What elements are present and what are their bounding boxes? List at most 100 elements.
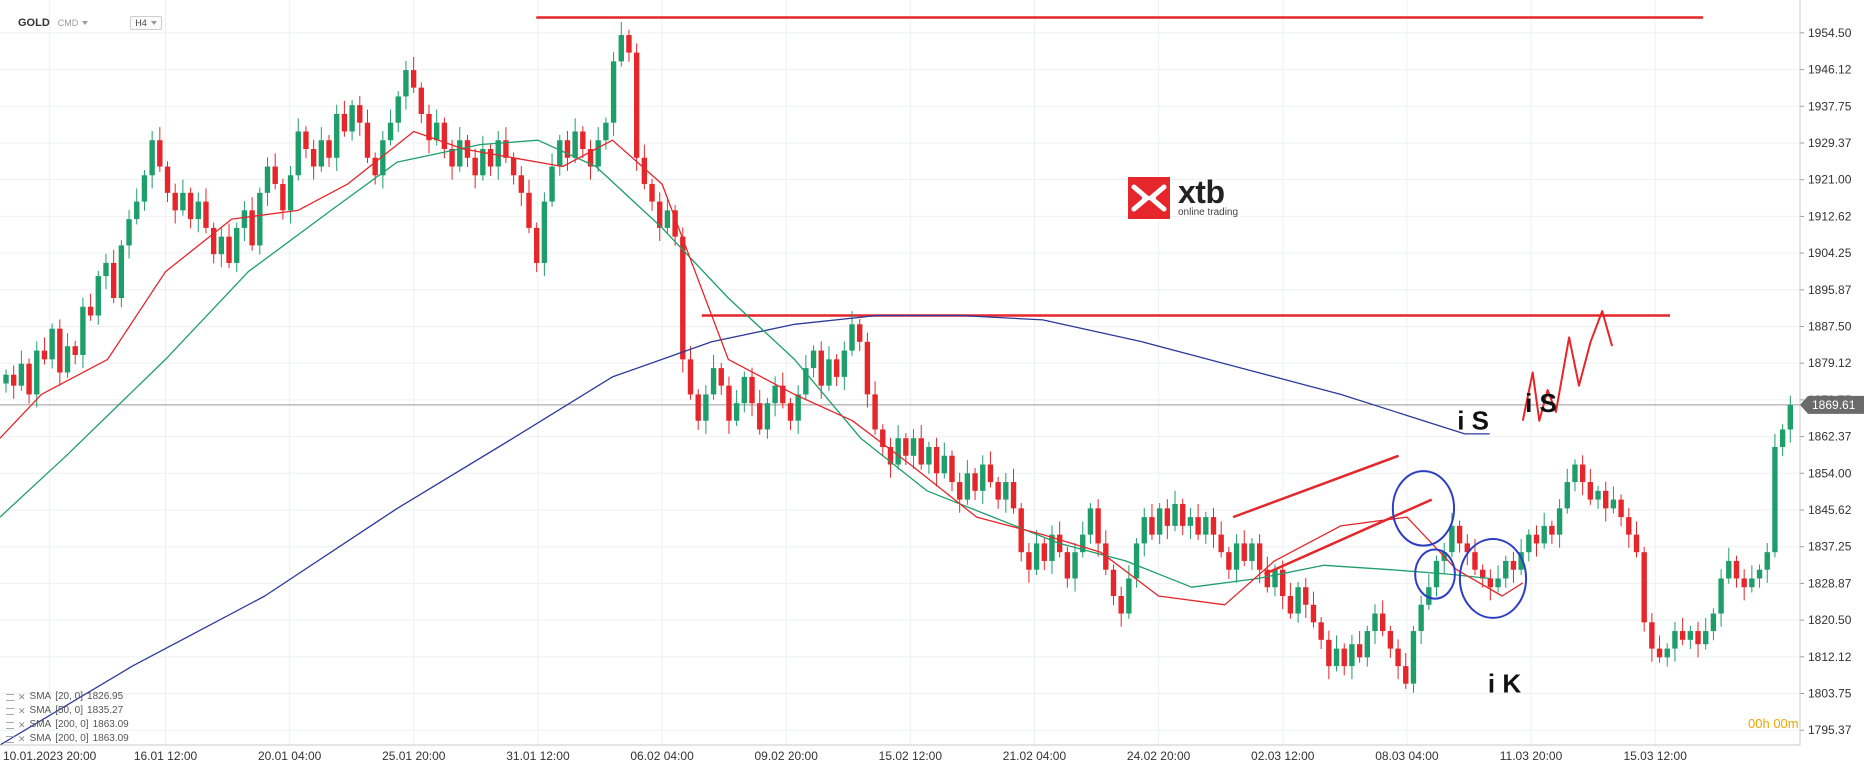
candle <box>1310 591 1317 628</box>
candle-body <box>1426 587 1432 605</box>
candle-body <box>449 149 455 167</box>
candle <box>1487 569 1494 601</box>
candle <box>326 134 332 167</box>
candle-body <box>1595 490 1601 500</box>
candle-body <box>303 131 309 149</box>
candle-body <box>257 192 263 246</box>
candle-body <box>1418 604 1424 632</box>
candle-body <box>1326 639 1332 667</box>
close-icon[interactable]: ✕ <box>18 734 26 744</box>
candle <box>718 362 724 395</box>
candle <box>1379 600 1386 637</box>
candle <box>449 139 455 180</box>
candle-body <box>1533 534 1540 544</box>
candle <box>395 91 401 132</box>
candle <box>1756 564 1763 588</box>
candle-body <box>1295 587 1301 614</box>
candle-body <box>464 140 471 158</box>
legend-row-0[interactable]: ✕ SMA [20, 0] 1826.95 <box>6 690 129 704</box>
candle-body <box>1410 631 1417 684</box>
candle <box>441 117 448 159</box>
trend-line <box>1232 454 1400 519</box>
legend-row-1[interactable]: ✕ SMA [50, 0] 1835.27 <box>6 704 129 718</box>
candle-body <box>280 184 286 211</box>
x-tick-label: 10.01.2023 20:00 <box>3 749 97 763</box>
candle <box>487 143 494 176</box>
candle-body <box>1395 648 1401 667</box>
candle-body <box>580 131 586 149</box>
candle-body <box>1080 534 1086 553</box>
candle <box>210 222 217 264</box>
x-tick-label: 06.02 04:00 <box>630 749 694 763</box>
candle <box>864 332 871 408</box>
candle-body <box>1003 482 1009 500</box>
candle <box>1787 395 1794 443</box>
candle <box>1187 507 1194 540</box>
y-tick-label: 1895.87 <box>1808 283 1852 297</box>
x-tick-label: 02.03 12:00 <box>1251 749 1315 763</box>
legend-row-3[interactable]: ✕ SMA [200, 0] 1863.09 <box>6 732 129 746</box>
candle <box>787 397 794 430</box>
candle <box>1018 503 1024 562</box>
candle-body <box>1718 578 1724 614</box>
candle-body <box>1172 503 1178 526</box>
candle-body <box>1210 517 1217 535</box>
candle <box>526 179 532 234</box>
candle-body <box>34 350 40 395</box>
candle <box>1387 625 1394 658</box>
candle-body <box>1156 508 1163 535</box>
candle <box>164 161 171 203</box>
candle-body <box>1110 569 1117 596</box>
close-icon[interactable]: ✕ <box>18 692 26 702</box>
candle-body <box>226 236 232 263</box>
candle <box>1672 621 1678 662</box>
candle-body <box>1579 464 1586 483</box>
candle <box>887 437 894 478</box>
candle <box>226 223 232 269</box>
timeframe-selector[interactable]: H4 <box>130 16 162 30</box>
candle-body <box>903 438 909 456</box>
candle-body <box>549 166 555 202</box>
candle-body <box>818 350 824 386</box>
candle-body <box>164 166 171 193</box>
candle <box>703 385 709 434</box>
candle <box>1710 608 1717 641</box>
x-tick-label: 08.03 04:00 <box>1375 749 1439 763</box>
sma-200-line <box>0 314 1490 746</box>
candle <box>1033 530 1040 575</box>
symbol-label[interactable]: GOLD <box>18 17 50 29</box>
candle-body <box>1764 552 1770 570</box>
close-icon[interactable]: ✕ <box>18 706 26 716</box>
candle-body <box>1364 631 1370 658</box>
candle <box>64 333 71 378</box>
candle <box>533 222 540 273</box>
candle-body <box>1233 543 1240 570</box>
candle-body <box>503 140 509 158</box>
candle <box>141 170 148 211</box>
candle <box>826 346 832 391</box>
candle-body <box>1180 503 1186 526</box>
candle-body <box>249 210 255 246</box>
candle <box>1326 630 1332 680</box>
candle <box>49 323 55 369</box>
candle <box>1610 486 1617 514</box>
candle-body <box>1318 622 1324 640</box>
candle-body <box>1587 482 1594 500</box>
y-tick-label: 1820.50 <box>1808 613 1852 627</box>
candle-body <box>718 368 724 386</box>
highlight-circle <box>1458 538 1528 619</box>
candle <box>1726 547 1732 584</box>
candle <box>195 192 201 233</box>
candle <box>149 131 155 189</box>
legend-row-2[interactable]: ✕ SMA [200, 0] 1863.09 <box>6 718 129 732</box>
x-tick-label: 15.02 12:00 <box>879 749 943 763</box>
candle-body <box>126 219 132 246</box>
candle <box>18 350 25 391</box>
candle <box>549 153 555 207</box>
candle <box>126 209 132 259</box>
market-label[interactable]: CMD <box>58 18 89 28</box>
candle-body <box>203 201 209 228</box>
close-icon[interactable]: ✕ <box>18 720 26 730</box>
